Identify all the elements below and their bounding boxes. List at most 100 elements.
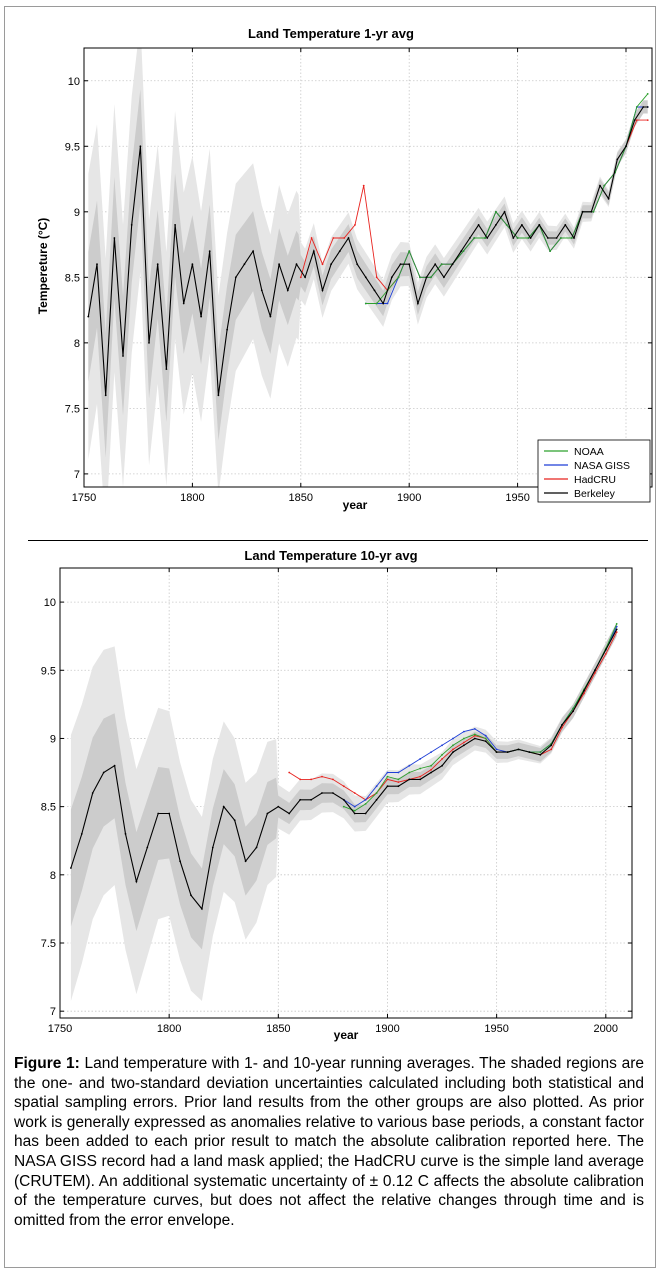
data-point-berkeley bbox=[473, 737, 476, 740]
data-point-hadcru bbox=[354, 224, 356, 226]
data-point-hadcru bbox=[473, 734, 476, 737]
data-point-berkeley bbox=[266, 812, 269, 815]
data-point-noaa bbox=[364, 803, 367, 805]
data-point-hadcru bbox=[635, 119, 638, 121]
data-point-berkeley bbox=[441, 764, 443, 767]
data-point-noaa bbox=[549, 250, 551, 253]
data-point-berkeley bbox=[503, 210, 506, 213]
data-point-berkeley bbox=[528, 751, 531, 753]
data-point-berkeley bbox=[616, 158, 619, 161]
data-point-berkeley bbox=[561, 723, 563, 726]
legend-label-nasa-giss: NASA GISS bbox=[574, 460, 630, 472]
data-point-noaa bbox=[473, 237, 476, 239]
data-point-berkeley bbox=[124, 833, 127, 835]
data-point-berkeley bbox=[484, 740, 487, 743]
data-point-berkeley bbox=[463, 744, 465, 747]
data-point-noaa bbox=[353, 809, 356, 812]
x-tick-label: 1850 bbox=[266, 1023, 290, 1035]
data-point-berkeley bbox=[182, 302, 185, 305]
data-point-hadcru bbox=[604, 653, 607, 655]
data-point-berkeley bbox=[96, 263, 98, 266]
data-point-noaa bbox=[419, 276, 421, 279]
data-point-berkeley bbox=[243, 263, 246, 266]
data-point-hadcru bbox=[397, 781, 400, 783]
data-point-nasa-giss bbox=[408, 764, 411, 767]
y-tick-label: 7.5 bbox=[41, 938, 56, 950]
data-point-hadcru bbox=[430, 768, 432, 771]
data-point-berkeley bbox=[642, 106, 645, 108]
data-point-noaa bbox=[408, 771, 411, 774]
data-point-noaa bbox=[430, 764, 432, 767]
data-point-berkeley bbox=[425, 276, 428, 279]
data-point-berkeley bbox=[521, 224, 523, 226]
data-point-berkeley bbox=[80, 833, 83, 835]
data-point-noaa bbox=[473, 733, 476, 736]
data-point-berkeley bbox=[288, 812, 291, 815]
data-point-berkeley bbox=[286, 289, 289, 292]
legend-label-noaa: NOAA bbox=[574, 446, 604, 458]
data-point-berkeley bbox=[625, 145, 627, 148]
data-point-berkeley bbox=[102, 771, 105, 774]
data-point-berkeley bbox=[364, 276, 367, 279]
data-point-berkeley bbox=[599, 184, 601, 187]
envelope-one-sigma bbox=[70, 622, 617, 950]
series-layer bbox=[87, 48, 649, 487]
data-point-berkeley bbox=[512, 237, 515, 239]
data-point-hadcru bbox=[321, 263, 324, 266]
data-point-nasa-giss bbox=[386, 771, 389, 774]
data-point-berkeley bbox=[338, 250, 341, 253]
data-point-hadcru bbox=[419, 775, 422, 778]
data-point-berkeley bbox=[590, 210, 593, 213]
series-line-berkeley bbox=[87, 106, 648, 396]
figure-caption: Figure 1: Land temperature with 1- and 1… bbox=[14, 1054, 644, 1230]
data-point-berkeley bbox=[386, 785, 389, 788]
data-point-berkeley bbox=[443, 276, 445, 279]
data-point-noaa bbox=[441, 753, 443, 756]
x-tick-label: 1800 bbox=[180, 492, 204, 504]
data-point-berkeley bbox=[581, 210, 584, 213]
data-point-berkeley bbox=[646, 106, 649, 108]
data-point-noaa bbox=[397, 778, 400, 781]
x-tick-label: 2000 bbox=[594, 1023, 618, 1035]
chart1-ylabel: Tempereture (°C) bbox=[36, 218, 50, 315]
data-point-berkeley bbox=[244, 860, 247, 863]
data-point-berkeley bbox=[299, 798, 302, 801]
data-point-nasa-giss bbox=[473, 728, 476, 730]
data-point-berkeley bbox=[217, 394, 220, 397]
figure-frame bbox=[4, 6, 656, 1268]
data-point-berkeley bbox=[91, 792, 94, 794]
data-point-nasa-giss bbox=[386, 302, 389, 305]
data-point-berkeley bbox=[277, 805, 280, 808]
chart-10yr: Land Temperature 10-yr avg 1750 1800 1850 1… bbox=[41, 548, 633, 1042]
chart2-xlabel: year bbox=[334, 1028, 359, 1042]
data-point-berkeley bbox=[477, 224, 480, 226]
data-point-berkeley bbox=[255, 846, 258, 849]
data-point-noaa bbox=[375, 792, 378, 794]
data-point-noaa bbox=[570, 237, 573, 239]
data-point-berkeley bbox=[278, 263, 280, 266]
data-point-berkeley bbox=[321, 289, 324, 292]
chart-divider bbox=[28, 540, 648, 541]
data-point-berkeley bbox=[615, 628, 618, 631]
data-point-berkeley bbox=[233, 819, 236, 822]
data-point-noaa bbox=[397, 276, 400, 279]
data-point-hadcru bbox=[299, 778, 302, 781]
data-point-berkeley bbox=[495, 751, 498, 753]
data-point-berkeley bbox=[469, 237, 471, 239]
data-point-berkeley bbox=[332, 792, 334, 794]
y-tick-label: 8 bbox=[50, 870, 56, 882]
data-point-nasa-giss bbox=[495, 748, 498, 751]
data-point-berkeley bbox=[135, 880, 138, 883]
data-point-nasa-giss bbox=[463, 730, 465, 733]
data-point-berkeley bbox=[321, 792, 323, 794]
data-point-berkeley bbox=[295, 263, 298, 266]
data-point-hadcru bbox=[288, 771, 291, 774]
y-tick-label: 7.5 bbox=[65, 403, 80, 415]
data-point-hadcru bbox=[550, 748, 553, 751]
data-point-noaa bbox=[484, 737, 487, 740]
data-point-berkeley bbox=[430, 771, 432, 774]
x-tick-label: 1900 bbox=[375, 1023, 399, 1035]
data-point-hadcru bbox=[441, 758, 443, 760]
data-point-berkeley bbox=[191, 263, 194, 266]
data-point-hadcru bbox=[594, 672, 596, 674]
